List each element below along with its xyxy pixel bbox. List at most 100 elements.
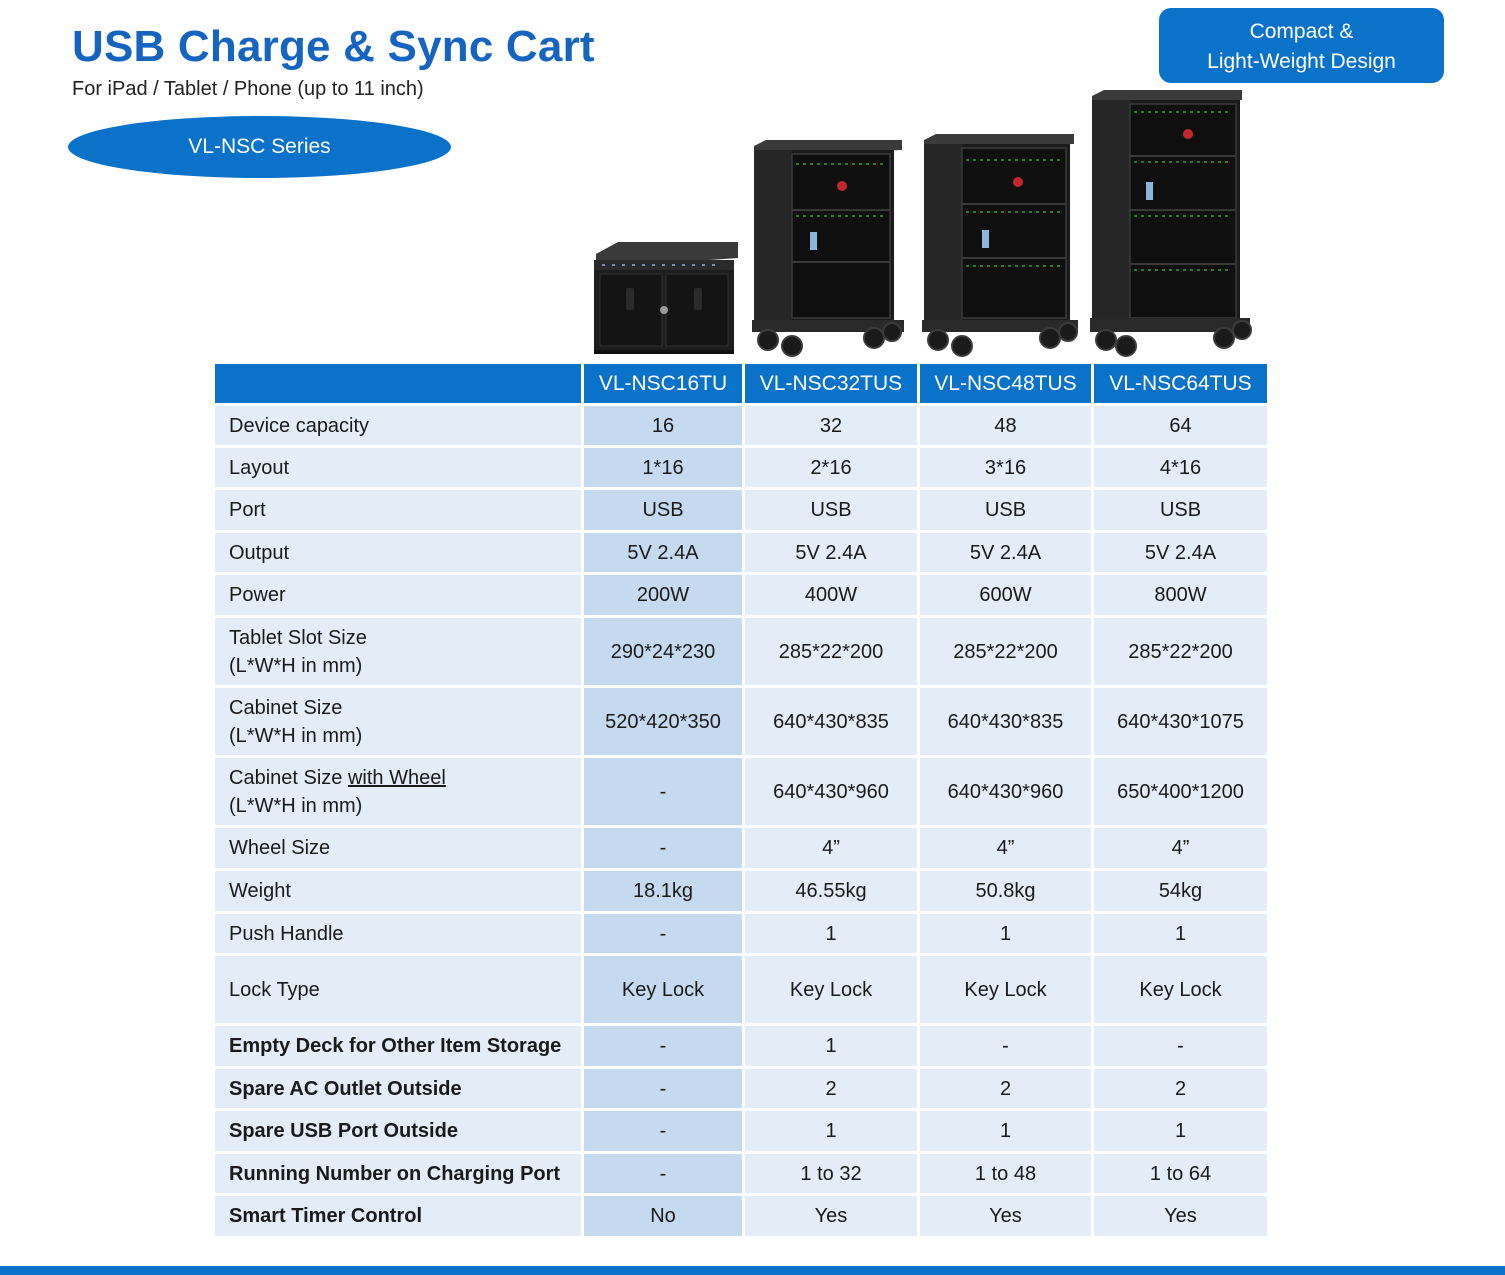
row-label: Weight [212, 868, 584, 914]
table-header-row: VL-NSC16TU VL-NSC32TUS VL-NSC48TUS VL-NS… [212, 361, 1270, 406]
header-corner-cell [212, 361, 584, 406]
table-cell: - [581, 825, 745, 871]
table-cell: 285*22*200 [917, 615, 1094, 688]
table-cell: - [581, 1108, 745, 1154]
table-cell: Key Lock [917, 953, 1094, 1026]
table-cell: - [581, 755, 745, 828]
table-row: Layout 1*16 2*16 3*16 4*16 [212, 445, 1270, 490]
row-label: Port [212, 487, 584, 533]
table-cell: Yes [1091, 1193, 1270, 1239]
table-cell: 290*24*230 [581, 615, 745, 688]
row-label: Output [212, 530, 584, 575]
table-row: Device capacity 16 32 48 64 [212, 403, 1270, 448]
table-row: Running Number on Charging Port - 1 to 3… [212, 1151, 1270, 1196]
table-cell: 285*22*200 [742, 615, 920, 688]
row-label: Device capacity [212, 403, 584, 448]
table-row: Spare AC Outlet Outside - 2 2 2 [212, 1066, 1270, 1111]
table-cell: 4*16 [1091, 445, 1270, 490]
feature-badge-line1: Compact & [1249, 20, 1354, 43]
table-cell: - [581, 1066, 745, 1111]
table-cell: 640*430*835 [917, 685, 1094, 758]
table-cell: 1*16 [581, 445, 745, 490]
table-cell: 2 [742, 1066, 920, 1111]
row-label: Push Handle [212, 911, 584, 956]
table-cell: 48 [917, 403, 1094, 448]
table-row: Spare USB Port Outside - 1 1 1 [212, 1108, 1270, 1154]
table-row: Lock Type Key Lock Key Lock Key Lock Key… [212, 953, 1270, 1026]
row-label: Smart Timer Control [212, 1193, 584, 1239]
table-cell: 3*16 [917, 445, 1094, 490]
table-cell: 54kg [1091, 868, 1270, 914]
table-cell: 640*430*1075 [1091, 685, 1270, 758]
table-cell: 1 [917, 911, 1094, 956]
table-cell: 5V 2.4A [742, 530, 920, 575]
row-label-text: Cabinet Size [229, 766, 343, 789]
row-label: Layout [212, 445, 584, 490]
table-cell: 285*22*200 [1091, 615, 1270, 688]
table-cell: 5V 2.4A [917, 530, 1094, 575]
row-label: Power [212, 572, 584, 618]
model-header: VL-NSC16TU [581, 361, 745, 406]
table-cell: 4” [917, 825, 1094, 871]
table-cell: 520*420*350 [581, 685, 745, 758]
table-row: Weight 18.1kg 46.55kg 50.8kg 54kg [212, 868, 1270, 914]
table-cell: 4” [742, 825, 920, 871]
table-cell: Key Lock [742, 953, 920, 1026]
table-cell: 1 [1091, 911, 1270, 956]
table-cell: - [581, 1023, 745, 1069]
cart-32-image [752, 140, 904, 357]
table-cell: - [581, 911, 745, 956]
table-row: Cabinet Size (L*W*H in mm) 520*420*350 6… [212, 685, 1270, 758]
series-badge: VL-NSC Series [68, 116, 451, 178]
model-header: VL-NSC32TUS [742, 361, 920, 406]
table-cell: 1 [742, 1108, 920, 1154]
table-cell: 1 to 64 [1091, 1151, 1270, 1196]
table-cell: No [581, 1193, 745, 1239]
table-cell: 400W [742, 572, 920, 618]
table-cell: Key Lock [1091, 953, 1270, 1026]
table-cell: 1 to 48 [917, 1151, 1094, 1196]
table-row: Empty Deck for Other Item Storage - 1 - … [212, 1023, 1270, 1069]
table-cell: 2 [1091, 1066, 1270, 1111]
table-cell: 200W [581, 572, 745, 618]
table-cell: 650*400*1200 [1091, 755, 1270, 828]
table-cell: 18.1kg [581, 868, 745, 914]
page-title: USB Charge & Sync Cart [72, 22, 595, 71]
table-cell: USB [581, 487, 745, 533]
row-label: Running Number on Charging Port [212, 1151, 584, 1196]
row-label: Lock Type [212, 953, 584, 1026]
table-cell: USB [1091, 487, 1270, 533]
table-cell: 1 [742, 1023, 920, 1069]
table-cell: 640*430*960 [917, 755, 1094, 828]
row-label-line2: (L*W*H in mm) [229, 724, 363, 747]
table-cell: 64 [1091, 403, 1270, 448]
spec-table: VL-NSC16TU VL-NSC32TUS VL-NSC48TUS VL-NS… [212, 361, 1270, 1239]
table-cell: USB [917, 487, 1094, 533]
row-label: Tablet Slot Size (L*W*H in mm) [212, 615, 584, 688]
row-label: Spare AC Outlet Outside [212, 1066, 584, 1111]
table-cell: 640*430*835 [742, 685, 920, 758]
table-row: Push Handle - 1 1 1 [212, 911, 1270, 956]
table-cell: 46.55kg [742, 868, 920, 914]
charging-box-image [594, 242, 738, 354]
table-cell: 1 to 32 [742, 1151, 920, 1196]
row-label-line1: Cabinet Size with Wheel [229, 764, 577, 792]
table-cell: 1 [917, 1108, 1094, 1154]
table-row: Output 5V 2.4A 5V 2.4A 5V 2.4A 5V 2.4A [212, 530, 1270, 575]
table-cell: USB [742, 487, 920, 533]
table-cell: 640*430*960 [742, 755, 920, 828]
table-cell: 5V 2.4A [1091, 530, 1270, 575]
table-cell: Key Lock [581, 953, 745, 1026]
row-label: Cabinet Size with Wheel (L*W*H in mm) [212, 755, 584, 828]
table-cell: - [581, 1151, 745, 1196]
table-cell: 800W [1091, 572, 1270, 618]
feature-badge: Compact & Light-Weight Design [1159, 8, 1444, 83]
footer-bar [0, 1266, 1505, 1275]
row-label: Wheel Size [212, 825, 584, 871]
row-label-line2: (L*W*H in mm) [229, 654, 363, 677]
table-row: Tablet Slot Size (L*W*H in mm) 290*24*23… [212, 615, 1270, 688]
table-cell: 1 [1091, 1108, 1270, 1154]
table-row: Power 200W 400W 600W 800W [212, 572, 1270, 618]
page-subtitle: For iPad / Tablet / Phone (up to 11 inch… [72, 78, 424, 100]
row-label-line2: (L*W*H in mm) [229, 794, 363, 817]
